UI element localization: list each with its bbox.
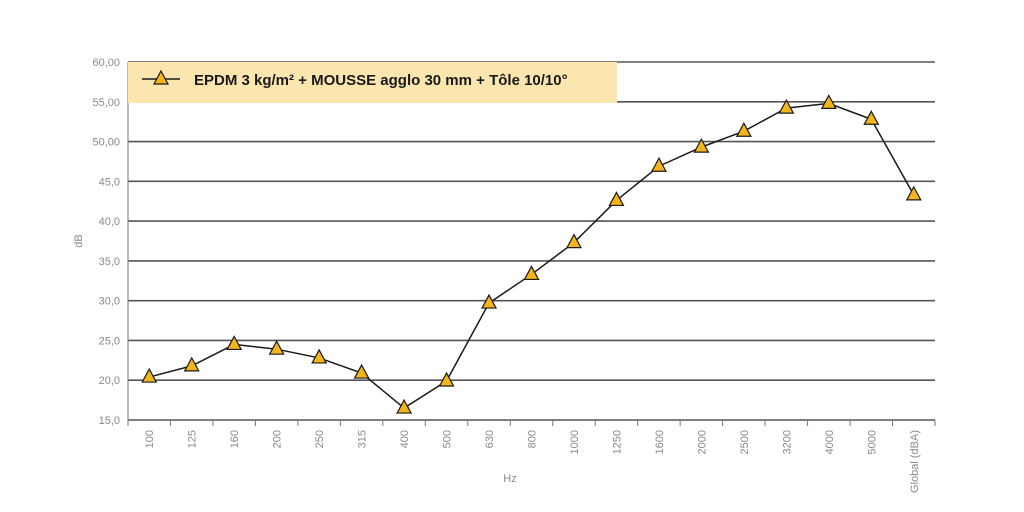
data-point-triangle-icon [438, 371, 455, 387]
y-tick-label: 30,0 [99, 296, 120, 308]
data-point-triangle-icon [905, 185, 922, 201]
x-tick-label: 1600 [654, 430, 666, 454]
data-point-triangle-icon [650, 156, 667, 172]
data-point-triangle-icon [353, 363, 370, 379]
data-point-triangle-icon [693, 137, 710, 153]
y-tick-label: 35,0 [99, 256, 120, 268]
y-tick-label: 15,0 [99, 415, 120, 427]
x-tick-label: 125 [187, 430, 199, 448]
x-tick-label: 1250 [611, 430, 623, 454]
x-tick-label: 100 [144, 430, 156, 448]
x-tick-label: 315 [357, 430, 369, 448]
data-point-triangle-icon [863, 110, 880, 125]
x-tick-label: 160 [229, 430, 241, 448]
series-line [149, 102, 915, 409]
series [141, 94, 922, 414]
x-tick-label: 3200 [781, 430, 793, 454]
x-tick-label: 5000 [866, 430, 878, 454]
data-point-triangle-icon [226, 335, 243, 351]
y-tick-label: 50,00 [92, 137, 120, 149]
data-point-triangle-icon [523, 265, 540, 281]
x-tick-label: 250 [314, 430, 326, 448]
legend-box [128, 62, 617, 103]
x-tick-label: 630 [484, 430, 496, 448]
data-point-triangle-icon [311, 348, 328, 364]
data-point-triangle-icon [268, 339, 285, 355]
y-tick-label: 45,0 [99, 176, 120, 188]
legend: EPDM 3 kg/m² + MOUSSE agglo 30 mm + Tôle… [128, 62, 617, 103]
axes: 15,0 20,0 25,0 30,0 35,0 40,0 45,0 50,00 55,00 60… [92, 57, 936, 493]
x-tick-label: 500 [442, 430, 454, 448]
data-point-triangle-icon [396, 398, 413, 414]
x-tick-label: 2500 [739, 430, 751, 454]
data-point-triangle-icon [183, 356, 200, 372]
y-tick-label: 55,00 [92, 97, 120, 109]
y-axis-label: dB [73, 234, 85, 247]
y-tick-label: 25,0 [99, 335, 120, 347]
x-tick-label: 800 [527, 430, 539, 448]
data-point-triangle-icon [820, 94, 837, 109]
x-tick-label: 200 [272, 430, 284, 448]
x-tick-label: 4000 [824, 430, 836, 454]
x-tick-label: 2000 [696, 430, 708, 454]
data-point-triangle-icon [141, 367, 158, 383]
data-point-triangle-icon [481, 293, 498, 309]
data-point-triangle-icon [608, 191, 625, 207]
y-tick-label: 20,0 [99, 375, 120, 387]
legend-marker-triangle-icon [152, 69, 170, 85]
gridlines [128, 61, 935, 382]
x-axis-label: Hz [503, 473, 516, 485]
x-tick-label: 400 [399, 430, 411, 448]
x-tick-label: 1000 [569, 430, 581, 454]
x-tick-label: Global (dBA) [909, 430, 921, 493]
data-point-triangle-icon [735, 121, 752, 137]
y-tick-label: 40,0 [99, 216, 120, 228]
data-point-triangle-icon [778, 98, 795, 114]
legend-label: EPDM 3 kg/m² + MOUSSE agglo 30 mm + Tôle… [194, 72, 568, 89]
data-point-triangle-icon [565, 233, 582, 249]
y-tick-label: 60,00 [92, 57, 120, 69]
